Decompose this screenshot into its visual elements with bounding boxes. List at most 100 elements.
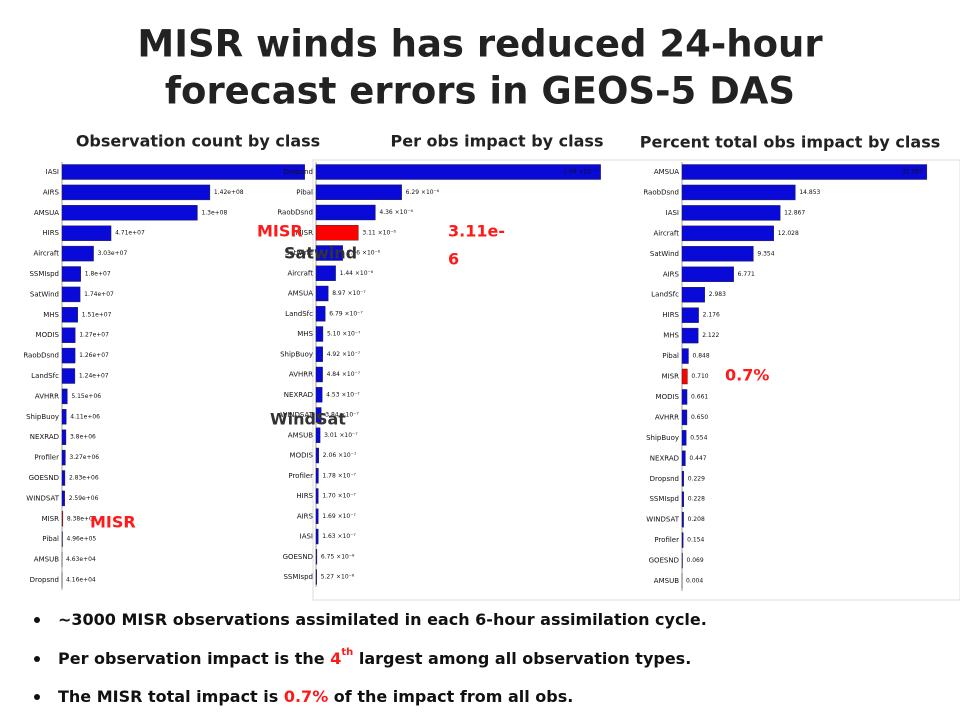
- category-label: MISR: [42, 515, 60, 523]
- value-label: 32.087: [902, 169, 923, 176]
- bar: [681, 368, 688, 385]
- category-label: GOESND: [283, 553, 313, 561]
- value-label: 5.10 ×10⁻⁷: [327, 331, 361, 338]
- category-label: Aircraft: [33, 250, 59, 258]
- bar: [315, 204, 376, 221]
- category-label: AMSUB: [34, 556, 59, 564]
- bullet-text: 4: [330, 649, 341, 668]
- bar: [61, 164, 305, 180]
- category-label: AIRS: [663, 270, 680, 278]
- value-label: 0.004: [686, 578, 703, 585]
- bar: [681, 491, 684, 507]
- bar: [681, 307, 699, 323]
- bar: [61, 184, 211, 201]
- value-label: 6.771: [738, 271, 755, 278]
- category-label: MISR: [296, 229, 314, 237]
- bar: [681, 348, 689, 364]
- category-label: MHS: [297, 330, 313, 338]
- bar: [61, 388, 68, 405]
- bar: [61, 511, 64, 527]
- category-label: GOESND: [29, 474, 59, 482]
- bar: [315, 184, 402, 200]
- category-label: NEXRAD: [30, 433, 59, 441]
- value-label: 3.8e+06: [70, 434, 96, 441]
- annotation: MISR: [257, 222, 303, 241]
- category-label: LandSfc: [285, 310, 313, 318]
- value-label: 1.8e+07: [85, 271, 111, 278]
- value-label: 0.661: [691, 393, 708, 400]
- bar: [61, 347, 76, 364]
- value-label: 9.354: [757, 250, 774, 257]
- category-label: AMSUA: [654, 168, 679, 176]
- category-label: Aircraft: [653, 229, 679, 237]
- bar: [315, 569, 317, 585]
- bar: [681, 205, 781, 221]
- bar: [61, 368, 76, 384]
- value-label: 2.83e+06: [69, 475, 99, 482]
- category-label: HIRS: [296, 492, 313, 500]
- category-label: Pibal: [42, 535, 59, 543]
- category-label: AMSUA: [34, 209, 59, 217]
- category-label: AIRS: [43, 188, 60, 196]
- value-label: 2.122: [702, 332, 719, 339]
- value-label: 1.96 ×10⁻⁶: [347, 250, 381, 257]
- bar: [315, 164, 601, 180]
- value-label: 1.74e+07: [84, 291, 114, 298]
- category-label: Profiler: [654, 536, 679, 544]
- chart-title: Percent total obs impact by class: [640, 133, 940, 152]
- value-label: 2.09 ×10⁻⁵: [563, 169, 597, 176]
- category-label: RaobDsnd: [277, 209, 313, 217]
- bar: [681, 327, 699, 344]
- bullet: The MISR total impact is 0.7% of the imp…: [58, 687, 573, 706]
- category-label: WINDSAT: [26, 494, 59, 502]
- bar: [315, 447, 320, 464]
- value-label: 1.27e+07: [79, 332, 109, 339]
- category-label: HIRS: [42, 229, 59, 237]
- value-label: 0.447: [689, 455, 706, 462]
- bar: [681, 552, 683, 569]
- bar: [315, 346, 323, 362]
- value-label: 4.53 ×10⁻⁷: [326, 391, 360, 398]
- bar: [61, 307, 78, 323]
- value-label: 3.03e+07: [98, 250, 128, 257]
- value-label: 4.71e+07: [115, 230, 145, 237]
- bar: [681, 450, 686, 466]
- bar: [61, 327, 76, 343]
- value-label: 0.069: [687, 557, 704, 564]
- bullet-text: ~3000 MISR observations assimilated in e…: [58, 610, 707, 629]
- value-label: 1.51e+07: [82, 311, 112, 318]
- bullet-text: 0.7%: [284, 687, 328, 706]
- bar: [315, 427, 321, 443]
- bullet: ~3000 MISR observations assimilated in e…: [58, 610, 707, 629]
- category-label: WINDSAT: [646, 516, 679, 524]
- category-label: SatWind: [650, 250, 679, 258]
- bar: [681, 409, 688, 426]
- category-label: LandSfc: [31, 372, 59, 380]
- value-label: 4.16e+04: [66, 577, 96, 584]
- value-label: 6.79 ×10⁻⁷: [329, 310, 363, 317]
- bar: [61, 429, 67, 445]
- value-label: 1.42e+08: [214, 189, 244, 196]
- bar: [315, 225, 359, 241]
- value-label: 0.154: [687, 537, 704, 544]
- value-label: 14.853: [799, 189, 820, 196]
- category-label: Dropsnd: [650, 475, 679, 483]
- bullet-text: Per observation impact is the: [58, 649, 330, 668]
- value-label: 1.69 ×10⁻⁷: [322, 513, 356, 520]
- value-label: 2.06 ×10⁻⁷: [323, 452, 357, 459]
- bar: [315, 285, 329, 302]
- category-label: AMSUA: [288, 290, 313, 298]
- value-label: 1.44 ×10⁻⁶: [340, 270, 374, 277]
- category-label: WINDSAT: [280, 411, 313, 419]
- category-label: Profiler: [34, 454, 59, 462]
- value-label: 12.028: [778, 230, 799, 237]
- bar: [681, 532, 684, 548]
- value-label: 8.97 ×10⁻⁷: [332, 290, 366, 297]
- category-label: SSMIspd: [29, 270, 59, 278]
- bar: [61, 266, 81, 282]
- value-label: 3.27e+06: [69, 454, 99, 461]
- category-label: RaobDsnd: [23, 352, 59, 360]
- category-label: SSMIspd: [283, 573, 313, 581]
- value-label: 0.554: [690, 434, 707, 441]
